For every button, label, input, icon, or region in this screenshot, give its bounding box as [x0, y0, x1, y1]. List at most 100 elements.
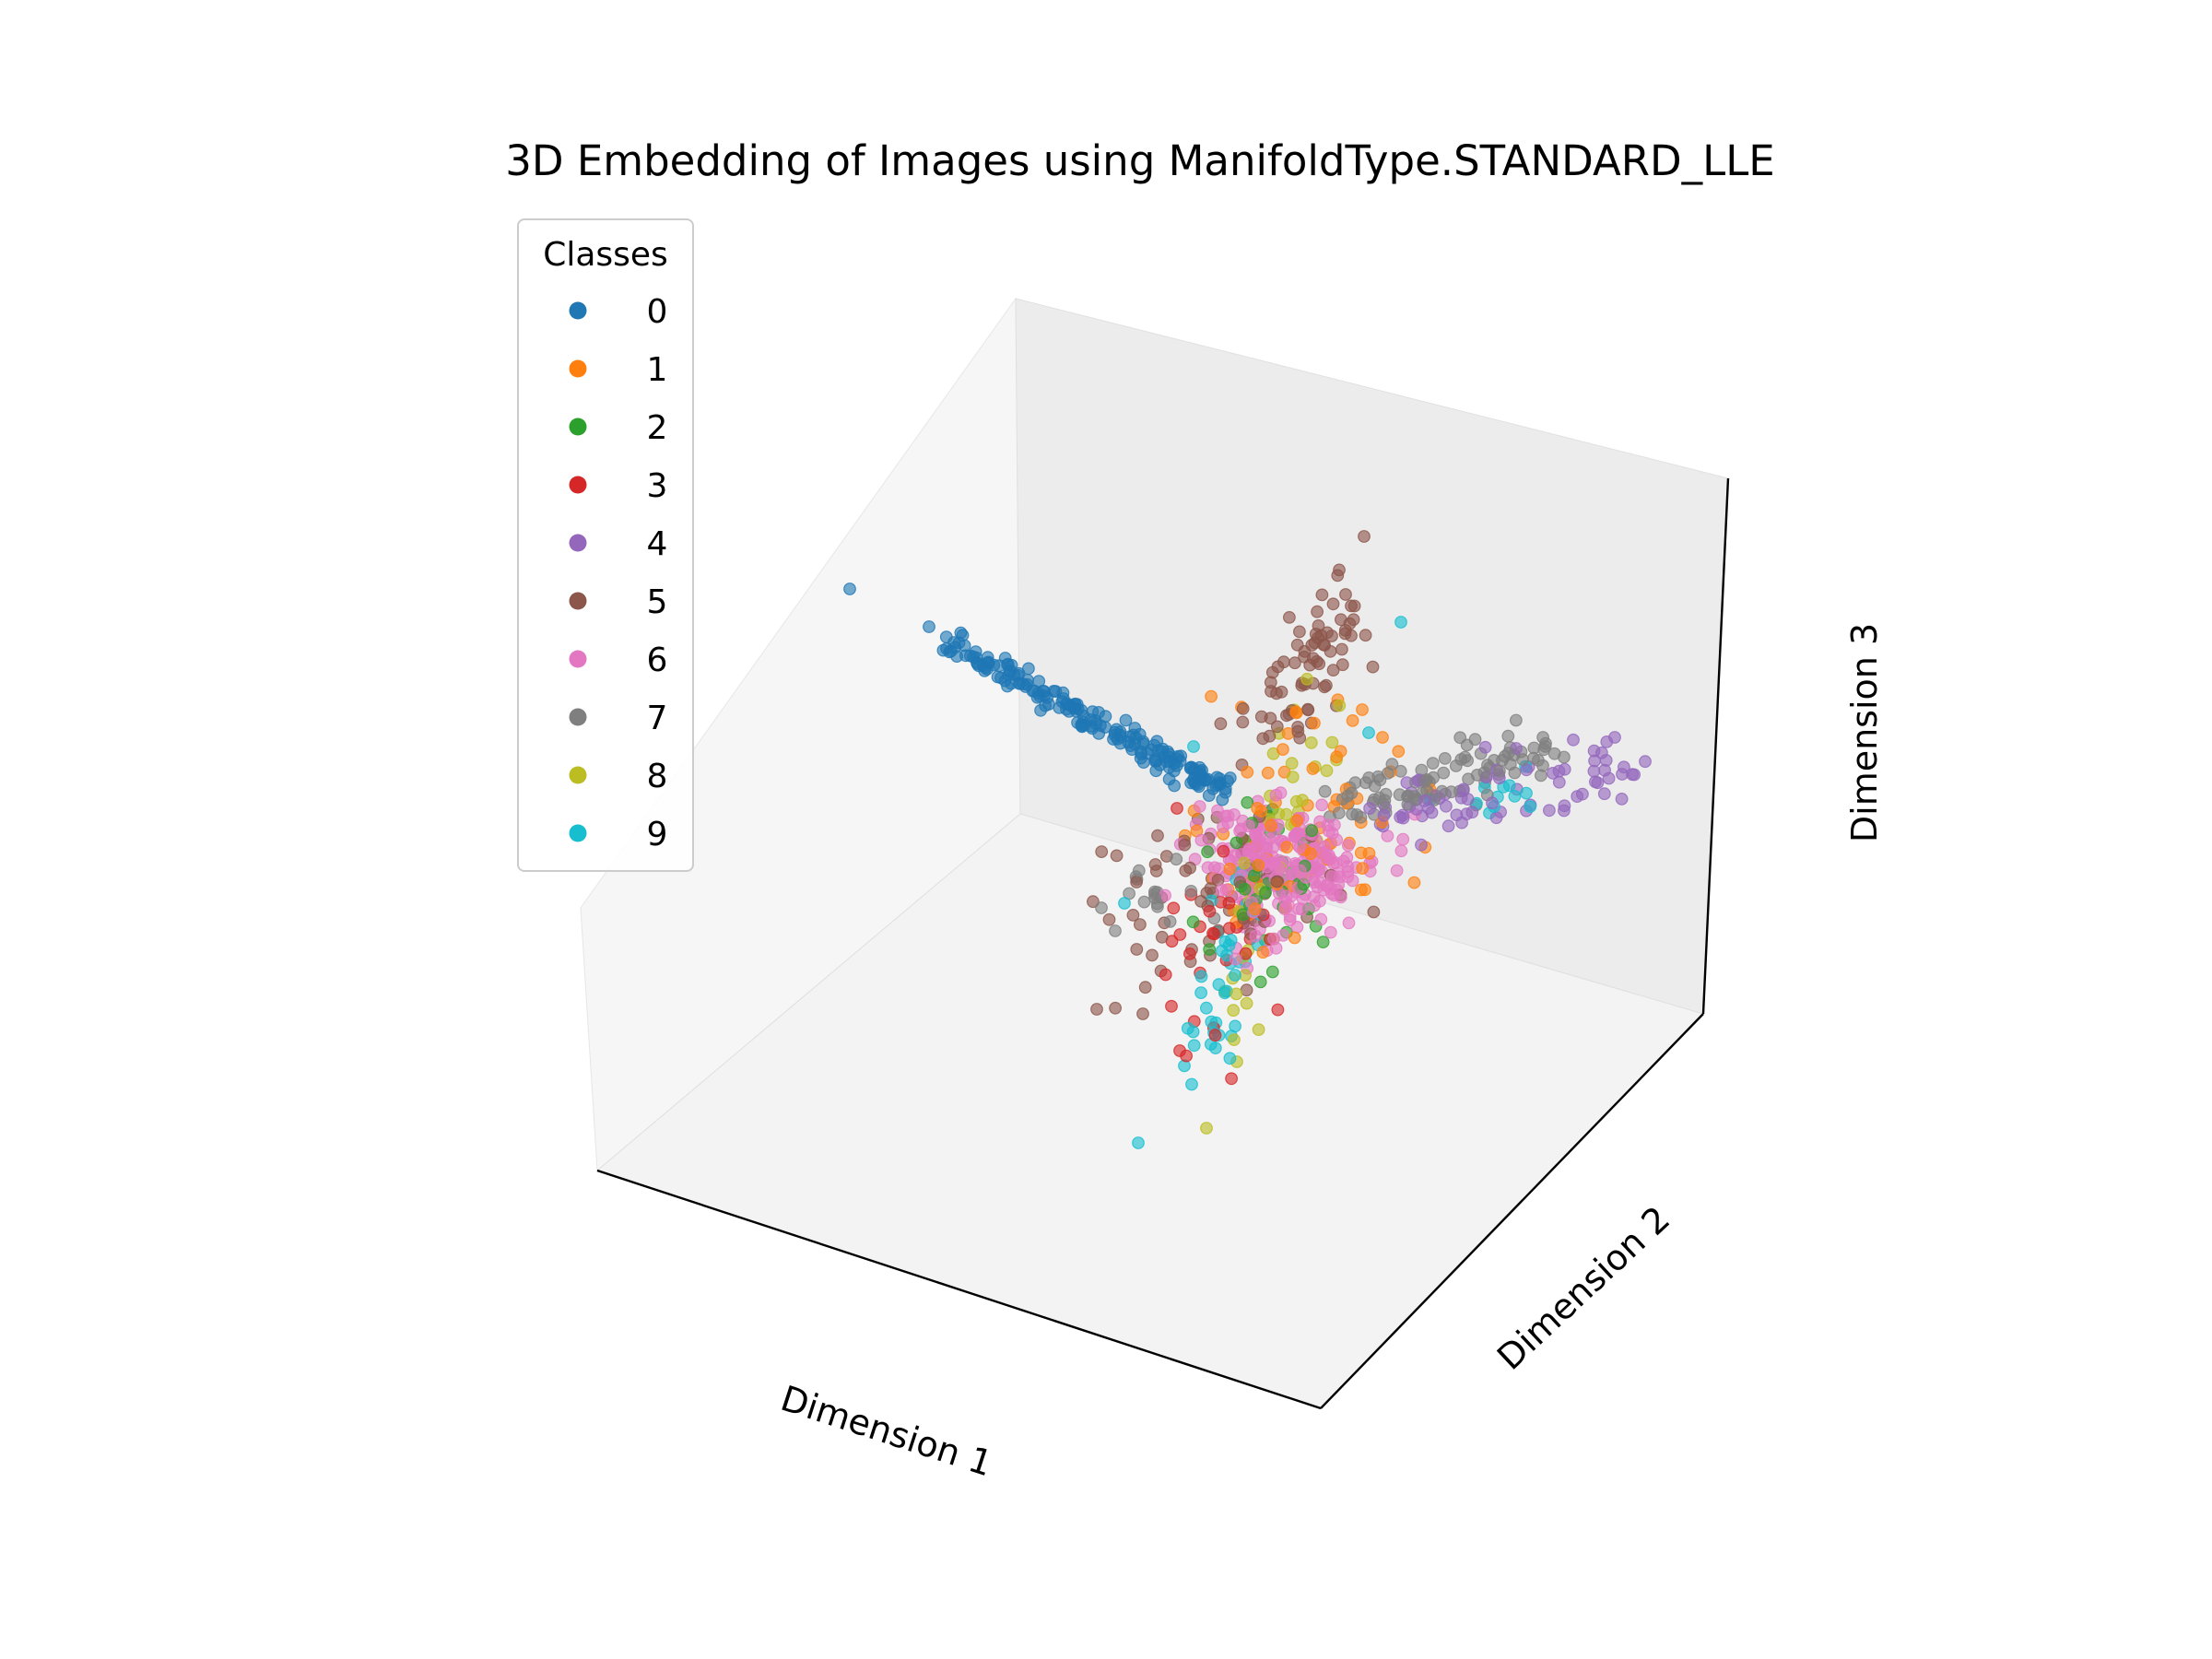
point-class-1	[1256, 946, 1270, 959]
point-class-0	[1184, 776, 1197, 790]
point-class-5	[1282, 611, 1296, 624]
point-class-5	[1288, 656, 1301, 670]
z-axis-label: Dimension 3	[1844, 623, 1885, 842]
point-class-6	[1314, 912, 1328, 926]
point-class-5	[1293, 731, 1307, 745]
legend-marker-6	[569, 650, 587, 668]
point-class-5	[1324, 644, 1337, 658]
point-class-0	[923, 620, 935, 633]
point-class-5	[1109, 1001, 1122, 1015]
point-class-5	[1311, 605, 1324, 618]
point-class-0	[1071, 702, 1085, 716]
legend-label-9: 9	[647, 816, 668, 853]
point-class-8	[1227, 1033, 1241, 1046]
point-class-1	[1392, 745, 1406, 759]
point-class-3	[1159, 968, 1172, 982]
legend-items: 0 1 2 3 4 5 6 7 8 9	[569, 293, 668, 853]
point-class-6	[1334, 890, 1347, 904]
point-class-0	[1021, 662, 1035, 676]
point-class-9	[1502, 779, 1516, 793]
point-class-7	[1362, 771, 1376, 784]
point-class-4	[1626, 768, 1639, 782]
legend-marker-4	[569, 534, 587, 552]
point-class-5	[1095, 845, 1109, 858]
axis-lines	[596, 477, 1730, 1410]
point-class-2	[1203, 943, 1217, 956]
point-class-7	[1501, 729, 1515, 743]
point-class-0	[1001, 657, 1015, 671]
point-class-2	[1305, 824, 1319, 838]
point-class-0	[994, 671, 1007, 685]
point-class-7	[1547, 747, 1561, 760]
point-class-0	[1170, 752, 1183, 766]
point-class-1	[1376, 731, 1389, 744]
point-class-9	[1199, 1001, 1213, 1015]
point-class-5	[1126, 909, 1140, 922]
legend-marker-1	[569, 359, 587, 378]
point-class-6	[1215, 883, 1229, 897]
point-class-6	[1293, 864, 1307, 877]
point-class-0	[1030, 690, 1044, 704]
point-class-1	[1304, 847, 1318, 860]
point-class-1	[1356, 703, 1369, 716]
point-class-4	[1478, 740, 1492, 754]
point-class-5	[1315, 588, 1329, 602]
point-class-5	[1236, 702, 1250, 715]
point-class-1	[1362, 847, 1376, 860]
point-class-0	[1092, 706, 1105, 719]
point-class-5	[1270, 720, 1284, 734]
legend-item-5: 5	[569, 583, 668, 621]
point-class-1	[1280, 841, 1294, 854]
point-class-7	[1503, 758, 1517, 771]
point-class-6	[1201, 861, 1215, 875]
point-class-8	[1272, 807, 1286, 820]
point-class-9	[1118, 897, 1131, 910]
point-class-5	[1102, 912, 1116, 926]
point-class-4	[1639, 755, 1652, 769]
legend-label-5: 5	[647, 583, 668, 621]
point-class-6	[1283, 910, 1297, 924]
point-class-7	[1148, 891, 1161, 904]
point-class-8	[1325, 735, 1339, 749]
legend-marker-0	[569, 301, 587, 320]
point-class-9	[1229, 1019, 1241, 1033]
legend-marker-2	[569, 418, 587, 436]
point-class-1	[1252, 858, 1265, 872]
point-class-8	[1230, 987, 1243, 1001]
point-class-2	[1316, 935, 1330, 948]
point-class-8	[1296, 794, 1309, 807]
point-class-5	[1086, 895, 1100, 909]
point-class-6	[1288, 830, 1301, 842]
point-class-2	[1259, 886, 1272, 900]
z-axis-line	[1701, 477, 1730, 1015]
point-class-6	[1269, 941, 1283, 955]
point-class-3	[1206, 926, 1219, 940]
point-class-1	[1356, 862, 1370, 875]
point-class-5	[1335, 658, 1349, 672]
point-class-5	[1339, 588, 1352, 601]
point-class-1	[1254, 805, 1268, 818]
point-class-6	[1321, 818, 1335, 831]
point-class-1	[1354, 883, 1368, 897]
legend-title: Classes	[543, 236, 668, 274]
point-class-0	[1034, 703, 1047, 717]
point-class-0	[1216, 793, 1230, 806]
legend-label-4: 4	[647, 525, 668, 563]
point-class-6	[1194, 833, 1208, 847]
point-class-6	[1315, 798, 1329, 812]
x-axis-label: Dimension 1	[776, 1378, 997, 1484]
point-class-7	[1109, 924, 1122, 937]
point-class-5	[1270, 687, 1283, 700]
point-class-4	[1597, 787, 1611, 801]
point-class-8	[1237, 856, 1251, 870]
point-class-3	[1165, 999, 1178, 1013]
point-class-3	[1217, 844, 1230, 858]
legend-item-4: 4	[569, 525, 668, 563]
point-class-7	[1418, 774, 1432, 787]
point-class-4	[1455, 816, 1468, 830]
legend-label-1: 1	[647, 351, 668, 389]
point-class-7	[1137, 895, 1151, 909]
point-class-1	[1241, 765, 1254, 779]
point-class-6	[1341, 839, 1355, 853]
point-class-2	[1241, 795, 1254, 809]
